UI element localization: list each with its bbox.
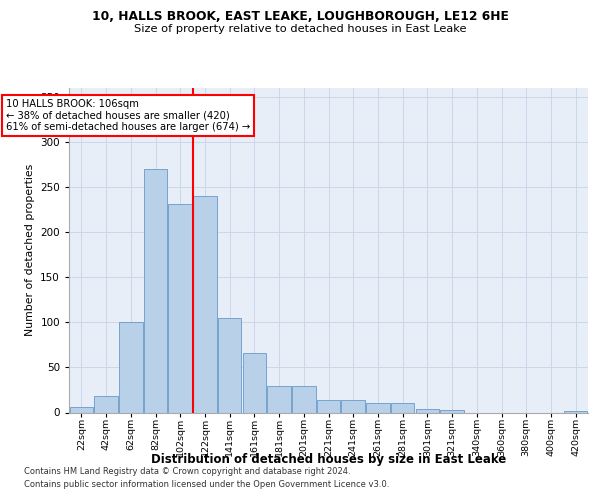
- Bar: [119, 322, 143, 412]
- Bar: [193, 196, 217, 412]
- Text: 10, HALLS BROOK, EAST LEAKE, LOUGHBOROUGH, LE12 6HE: 10, HALLS BROOK, EAST LEAKE, LOUGHBOROUG…: [92, 10, 508, 23]
- Bar: [218, 318, 241, 412]
- Bar: [317, 400, 340, 412]
- Bar: [440, 410, 464, 412]
- Bar: [144, 169, 167, 412]
- Bar: [292, 386, 316, 412]
- Bar: [242, 353, 266, 412]
- Bar: [416, 409, 439, 412]
- Bar: [94, 396, 118, 412]
- Text: 10 HALLS BROOK: 106sqm
← 38% of detached houses are smaller (420)
61% of semi-de: 10 HALLS BROOK: 106sqm ← 38% of detached…: [6, 99, 250, 132]
- Bar: [564, 410, 587, 412]
- Text: Contains public sector information licensed under the Open Government Licence v3: Contains public sector information licen…: [24, 480, 389, 489]
- Bar: [341, 400, 365, 412]
- Bar: [391, 402, 415, 412]
- Bar: [70, 407, 93, 412]
- Bar: [268, 386, 291, 412]
- Bar: [169, 204, 192, 412]
- Text: Size of property relative to detached houses in East Leake: Size of property relative to detached ho…: [134, 24, 466, 34]
- Y-axis label: Number of detached properties: Number of detached properties: [25, 164, 35, 336]
- Bar: [366, 404, 389, 412]
- Text: Contains HM Land Registry data © Crown copyright and database right 2024.: Contains HM Land Registry data © Crown c…: [24, 467, 350, 476]
- Text: Distribution of detached houses by size in East Leake: Distribution of detached houses by size …: [151, 452, 506, 466]
